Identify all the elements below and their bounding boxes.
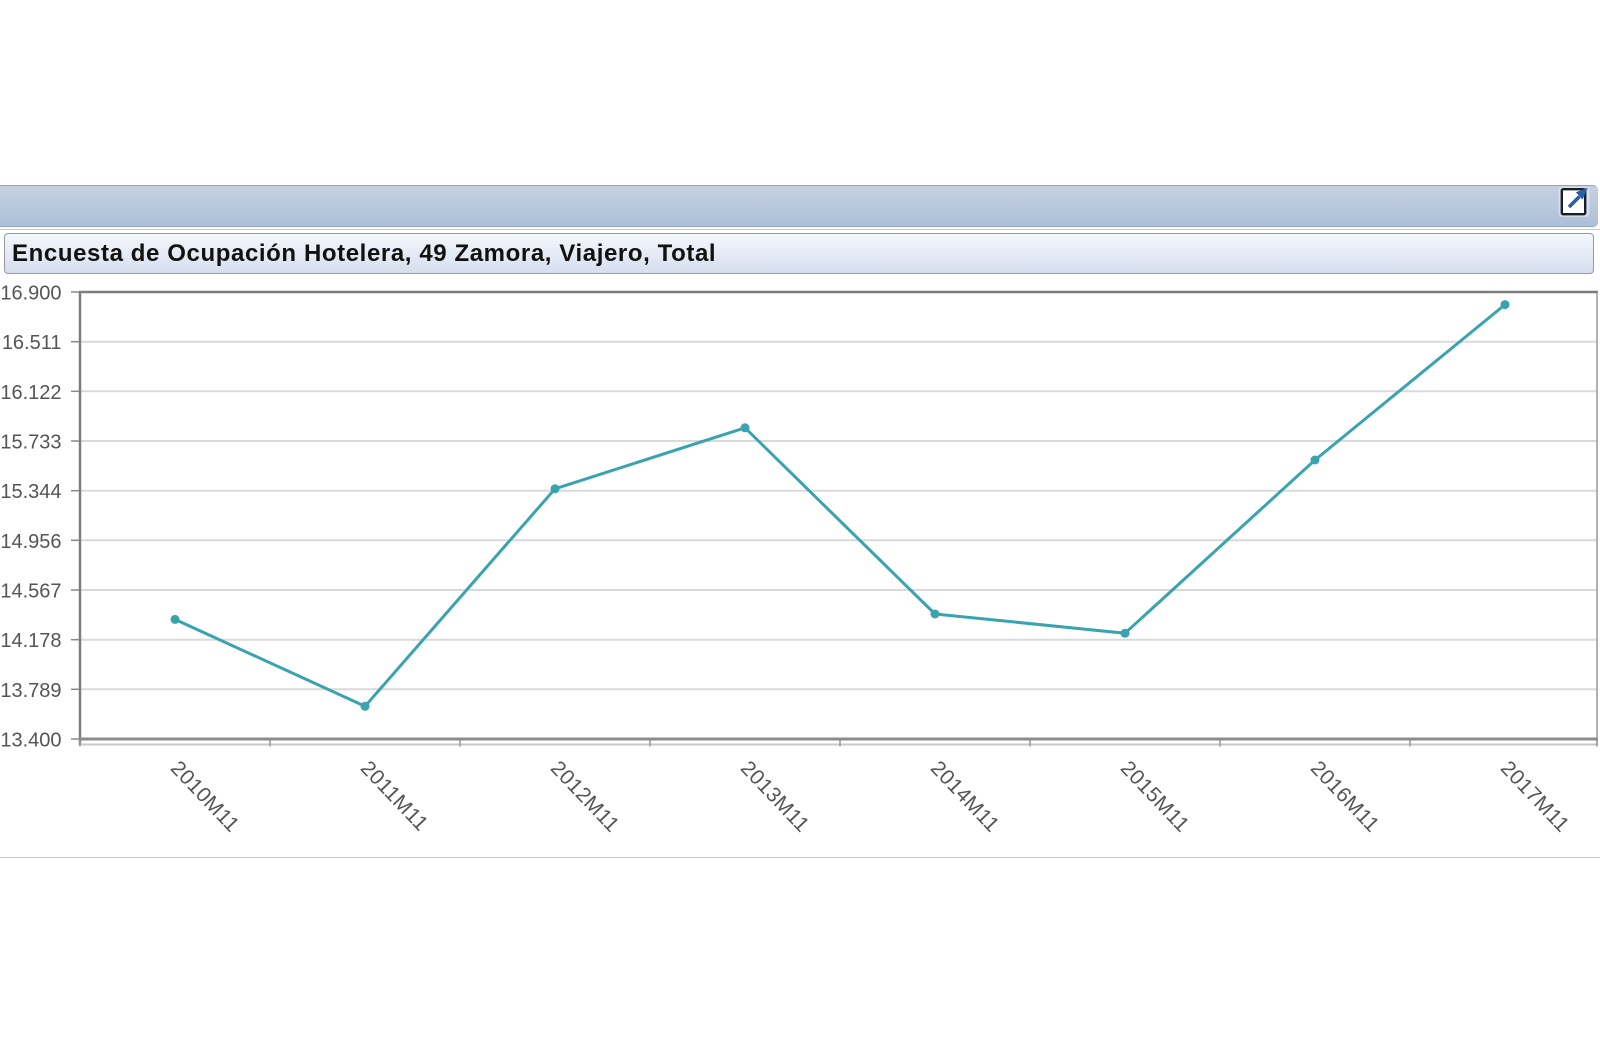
svg-text:15.733: 15.733 — [0, 432, 61, 454]
svg-text:2017M11: 2017M11 — [1496, 757, 1574, 837]
svg-text:2016M11: 2016M11 — [1306, 757, 1384, 837]
svg-text:14.567: 14.567 — [0, 581, 61, 603]
svg-text:2013M11: 2013M11 — [736, 757, 814, 837]
svg-text:13.789: 13.789 — [0, 680, 61, 702]
svg-text:13.400: 13.400 — [0, 730, 61, 752]
svg-text:2014M11: 2014M11 — [926, 757, 1004, 837]
svg-text:2012M11: 2012M11 — [546, 757, 624, 837]
svg-text:2010M11: 2010M11 — [166, 757, 244, 837]
svg-text:15.344: 15.344 — [0, 481, 61, 503]
svg-text:16.122: 16.122 — [0, 382, 61, 404]
svg-text:16.511: 16.511 — [2, 332, 62, 354]
svg-text:2015M11: 2015M11 — [1116, 757, 1194, 837]
svg-text:2011M11: 2011M11 — [356, 757, 433, 836]
svg-text:14.956: 14.956 — [0, 531, 61, 553]
svg-text:16.900: 16.900 — [0, 283, 61, 305]
svg-text:14.178: 14.178 — [0, 630, 61, 652]
